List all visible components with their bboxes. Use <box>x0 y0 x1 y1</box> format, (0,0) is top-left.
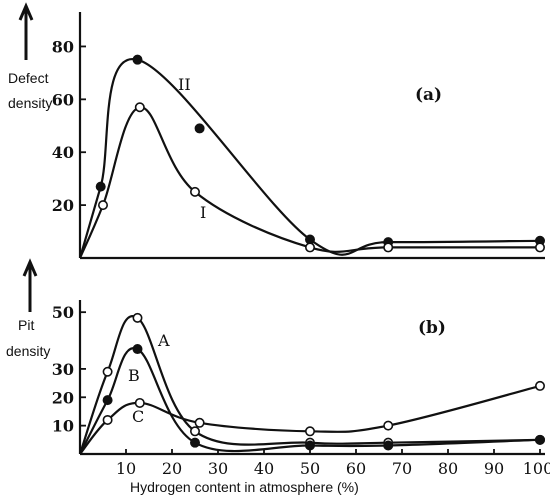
x-tick-label-70: 70 <box>392 459 412 478</box>
point-b-b-2 <box>190 437 201 448</box>
panel-b: 10 20 30 50 10 20 30 40 50 60 70 80 90 100 Pit densi… <box>6 258 550 495</box>
point-b-a-2 <box>190 426 201 437</box>
series-line-a-i <box>78 106 540 259</box>
x-tick-label-60: 60 <box>346 459 366 478</box>
panel-a: 20 40 60 80 Defect density (a) II I <box>8 2 545 260</box>
x-tick-label-10: 10 <box>116 459 136 478</box>
panel-b-ylabel-line2: density <box>6 343 50 359</box>
panel-b-points <box>102 312 545 451</box>
point-b-a-0 <box>102 366 113 377</box>
x-tick-label-40: 40 <box>254 459 274 478</box>
point-b-b-5 <box>534 434 545 445</box>
point-b-c-4 <box>383 420 394 431</box>
point-b-b-3 <box>304 440 315 451</box>
point-b-c-5 <box>534 380 545 391</box>
point-b-c-0 <box>102 414 113 425</box>
x-tick-label-20: 20 <box>162 459 182 478</box>
y-tick-label-a-80: 80 <box>52 37 74 56</box>
panel-a-curves <box>78 58 541 259</box>
panel-a-ylabel-line1: Defect <box>8 70 49 86</box>
point-a-i-4 <box>383 242 394 253</box>
panel-b-x-ticks: 10 20 30 40 50 60 70 80 90 100 <box>116 449 550 478</box>
panel-b-tag: (b) <box>418 318 446 338</box>
y-tick-label-b-50: 50 <box>52 303 74 322</box>
point-b-b-0 <box>102 395 113 406</box>
panel-a-y-ticks: 20 40 60 80 <box>52 37 86 215</box>
panel-b-y-ticks: 10 20 30 50 <box>52 303 86 436</box>
y-tick-label-b-10: 10 <box>52 417 74 436</box>
panel-b-series-label-a: A <box>157 331 170 350</box>
series-line-b-b <box>79 347 541 455</box>
panel-a-ylabel-line2: density <box>8 95 52 111</box>
point-b-b-4 <box>383 440 394 451</box>
y-tick-label-b-20: 20 <box>52 388 74 407</box>
point-a-i-1 <box>134 102 145 113</box>
panel-a-series-label-i: I <box>200 203 206 222</box>
x-tick-label-90: 90 <box>484 459 504 478</box>
panel-b-ylabel-line1: Pit <box>18 317 34 333</box>
y-tick-label-b-30: 30 <box>52 360 74 379</box>
point-a-i-0 <box>98 200 109 211</box>
panel-a-tag: (a) <box>415 85 442 105</box>
x-tick-label-50: 50 <box>300 459 320 478</box>
point-a-i-2 <box>190 186 201 197</box>
y-tick-label-a-60: 60 <box>52 90 74 109</box>
series-line-a-ii <box>78 58 541 259</box>
point-a-i-3 <box>304 242 315 253</box>
extra-point-a-ii-0 <box>194 123 205 134</box>
point-b-b-1 <box>132 344 143 355</box>
x-tick-label-100: 100 <box>523 459 550 478</box>
point-b-c-1 <box>134 397 145 408</box>
x-tick-label-80: 80 <box>438 459 458 478</box>
y-tick-label-a-20: 20 <box>52 196 74 215</box>
panel-b-series-label-b: B <box>128 366 140 385</box>
x-tick-label-30: 30 <box>208 459 228 478</box>
panel-a-y-arrow <box>18 2 34 60</box>
point-a-i-5 <box>534 242 545 253</box>
point-a-ii-0 <box>95 181 106 192</box>
point-a-ii-1 <box>132 54 143 65</box>
panel-a-series-label-ii: II <box>178 75 191 94</box>
point-b-a-1 <box>132 312 143 323</box>
y-tick-label-a-40: 40 <box>52 143 74 162</box>
panel-a-points <box>95 54 545 253</box>
panel-b-series-label-c: C <box>132 407 144 426</box>
point-b-c-2 <box>194 417 205 428</box>
point-b-c-3 <box>304 426 315 437</box>
panel-b-y-arrow <box>22 258 38 312</box>
panel-b-xlabel: Hydrogen content in atmosphere (%) <box>130 479 359 495</box>
